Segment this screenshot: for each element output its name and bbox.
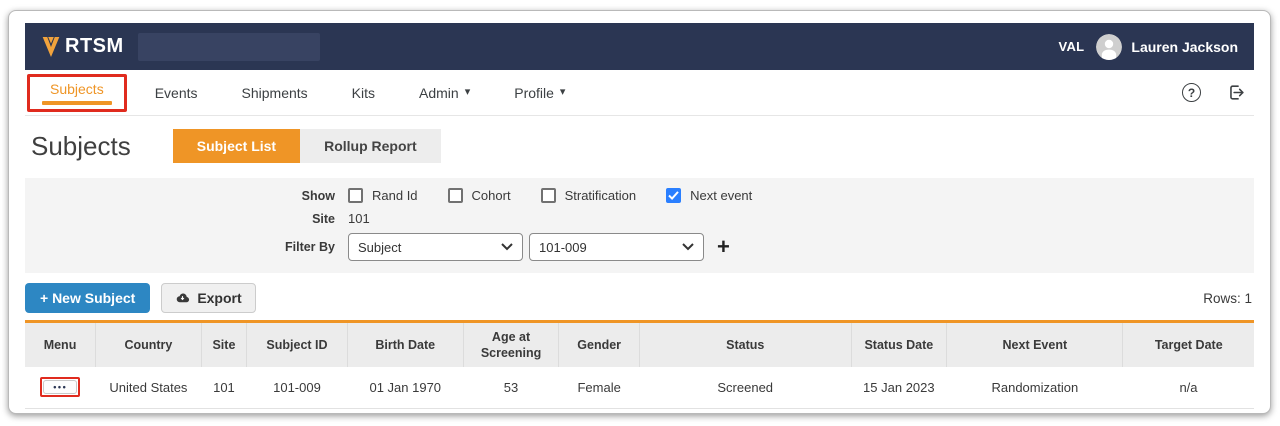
target-date-cell: n/a bbox=[1122, 366, 1254, 409]
nav-item-label: Shipments bbox=[241, 84, 308, 101]
nav-item-shipments[interactable]: Shipments bbox=[242, 85, 308, 101]
nav-item-profile[interactable]: Profile ▾ bbox=[514, 85, 565, 101]
rows-count: Rows: 1 bbox=[1203, 290, 1252, 306]
user-avatar-icon bbox=[1096, 33, 1123, 60]
row-menu-button[interactable]: ••• bbox=[43, 380, 78, 395]
filter-by-label: Filter By bbox=[284, 240, 335, 254]
logo-text: RTSM bbox=[65, 35, 124, 57]
col-header-subject-id: Subject ID bbox=[246, 321, 348, 367]
col-header-status-date: Status Date bbox=[851, 321, 948, 367]
checkbox-rand-id[interactable]: Rand Id bbox=[348, 188, 418, 203]
status-date-cell: 15 Jan 2023 bbox=[851, 366, 947, 409]
user-menu[interactable]: Lauren Jackson bbox=[1096, 33, 1238, 60]
col-header-country: Country bbox=[95, 321, 202, 367]
rtsm-logo[interactable]: RTSM bbox=[41, 35, 124, 58]
col-header-gender: Gender bbox=[558, 321, 640, 367]
col-header-target-date: Target Date bbox=[1122, 321, 1254, 367]
app-window: RTSM VAL Lauren Jackson Subjects bbox=[8, 10, 1271, 414]
add-filter-button[interactable]: + bbox=[717, 234, 730, 259]
checkbox-box[interactable] bbox=[348, 188, 363, 203]
checkbox-stratification[interactable]: Stratification bbox=[540, 188, 636, 203]
nav-item-label: Subjects bbox=[50, 80, 104, 97]
nav-item-label: Profile bbox=[514, 84, 554, 101]
menu-cell: ••• bbox=[25, 366, 96, 409]
checkbox-box[interactable] bbox=[540, 188, 556, 203]
nav-item-events[interactable]: Events bbox=[155, 85, 198, 101]
table-header-row: Menu Country Site Subject ID Birth Date … bbox=[25, 321, 1254, 367]
cloud-download-icon bbox=[177, 293, 190, 303]
nav-item-subjects[interactable]: Subjects bbox=[42, 80, 112, 105]
col-header-next-event: Next Event bbox=[946, 321, 1124, 367]
user-name: Lauren Jackson bbox=[1131, 38, 1238, 55]
col-header-age-at-screening: Age at Screening bbox=[463, 321, 560, 367]
checkbox-cohort[interactable]: Cohort bbox=[447, 188, 511, 203]
annotation-box-menu-button: ••• bbox=[40, 377, 81, 398]
active-tab-underline bbox=[42, 100, 112, 105]
subject-id-cell: 101-009 bbox=[246, 366, 348, 409]
page-title: Subjects bbox=[31, 130, 131, 161]
filter-field-select[interactable]: Subject bbox=[348, 233, 523, 261]
main-nav: Subjects Events Shipments Kits Admin ▾ P… bbox=[25, 70, 1254, 116]
tab-rollup-report[interactable]: Rollup Report bbox=[300, 129, 441, 163]
redacted-study-name bbox=[137, 32, 320, 61]
chevron-down-icon bbox=[682, 243, 694, 251]
export-button[interactable]: Export bbox=[161, 283, 256, 313]
checkbox-box[interactable] bbox=[447, 188, 463, 203]
nav-item-label: Events bbox=[154, 84, 198, 101]
subjects-table: Menu Country Site Subject ID Birth Date … bbox=[25, 320, 1254, 409]
chevron-down-icon: ▾ bbox=[559, 86, 566, 98]
country-cell: United States bbox=[95, 366, 202, 409]
nav-item-label: Kits bbox=[351, 84, 376, 101]
view-tabs: Subject List Rollup Report bbox=[172, 129, 441, 163]
help-icon[interactable]: ? bbox=[1182, 83, 1201, 102]
filter-panel: Show Rand Id Cohort bbox=[25, 178, 1254, 273]
nav-item-label: Admin bbox=[419, 84, 459, 101]
nav-item-admin[interactable]: Admin ▾ bbox=[419, 85, 470, 101]
app-header: RTSM VAL Lauren Jackson bbox=[25, 23, 1254, 70]
ellipsis-icon: ••• bbox=[53, 382, 68, 393]
chevron-down-icon bbox=[501, 243, 513, 251]
age-cell: 53 bbox=[463, 366, 559, 409]
checkbox-next-event[interactable]: Next event bbox=[666, 188, 752, 203]
nav-item-kits[interactable]: Kits bbox=[352, 85, 375, 101]
checkbox-box[interactable] bbox=[666, 188, 682, 203]
col-header-menu: Menu bbox=[25, 321, 97, 367]
gender-cell: Female bbox=[558, 366, 640, 409]
show-label: Show bbox=[301, 188, 335, 203]
col-header-birth-date: Birth Date bbox=[347, 321, 464, 367]
birth-date-cell: 01 Jan 1970 bbox=[347, 366, 464, 409]
check-icon bbox=[668, 191, 679, 200]
filter-value-select[interactable]: 101-009 bbox=[529, 233, 704, 261]
site-label: Site bbox=[312, 211, 335, 226]
next-event-cell: Randomization bbox=[946, 366, 1123, 409]
annotation-box-subjects: Subjects bbox=[27, 73, 127, 112]
logout-icon[interactable] bbox=[1227, 83, 1246, 102]
site-value: 101 bbox=[348, 211, 370, 226]
tab-subject-list[interactable]: Subject List bbox=[172, 129, 301, 163]
export-label: Export bbox=[197, 290, 242, 306]
logo-v-icon bbox=[42, 36, 60, 57]
col-header-site: Site bbox=[201, 321, 248, 367]
new-subject-button[interactable]: + New Subject bbox=[25, 283, 151, 313]
status-cell: Screened bbox=[639, 366, 851, 409]
environment-badge: VAL bbox=[1058, 39, 1085, 54]
site-cell: 101 bbox=[201, 366, 247, 409]
chevron-down-icon: ▾ bbox=[464, 86, 471, 98]
table-row: ••• United States 101 101-009 01 Jan 197… bbox=[25, 366, 1254, 409]
col-header-status: Status bbox=[639, 321, 852, 367]
